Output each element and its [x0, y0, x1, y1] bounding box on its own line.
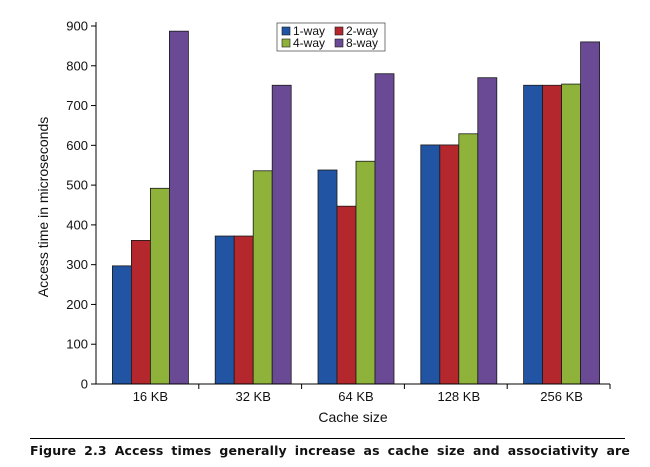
y-tick-label: 400 [66, 217, 88, 232]
legend-swatch [334, 38, 344, 48]
bar-2-way-16KB [130, 239, 151, 385]
legend-label: 4-way [293, 36, 325, 50]
bar-4-way-64KB [355, 160, 376, 385]
y-tick-label: 700 [66, 98, 88, 113]
y-tick-label: 500 [66, 178, 88, 193]
legend-swatch [281, 26, 291, 36]
y-tick-label: 0 [81, 377, 88, 392]
y-axis-title: Access time in microseconds [35, 117, 51, 298]
legend: 1-way 2-way 4-way 8-way [276, 22, 386, 52]
bar-1-way-256KB [523, 84, 543, 385]
bar-1-way-16KB [112, 265, 132, 385]
y-tick-label: 900 [66, 19, 88, 34]
bar-2-way-128KB [439, 144, 460, 385]
bar-1-way-128KB [420, 144, 441, 385]
ticks-layer: 16 KB 32 KB 64 KB 128 KB 256 KB 0 100 200 300 400… [66, 19, 583, 405]
x-tick-label: 16 KB [133, 389, 168, 404]
legend-box [276, 22, 386, 52]
bar-1-way-32KB [214, 235, 235, 385]
y-tick-label: 100 [66, 337, 88, 352]
x-tick-label: 64 KB [338, 389, 373, 404]
bar-1-way-64KB [317, 169, 338, 385]
legend-label: 1-way [293, 24, 325, 38]
bar-8-way-32KB [271, 84, 292, 385]
y-tick-label: 600 [66, 138, 88, 153]
legend-label: 2-way [346, 24, 378, 38]
x-tick-label: 32 KB [235, 389, 270, 404]
bar-2-way-32KB [233, 235, 254, 385]
bar-8-way-128KB [477, 77, 498, 385]
y-tick-label: 300 [66, 257, 88, 272]
bar-2-way-256KB [542, 84, 562, 385]
y-tick-label: 200 [66, 297, 88, 312]
bar-8-way-256KB [580, 41, 600, 385]
axes-layer [91, 22, 611, 389]
x-tick-label: 128 KB [437, 389, 480, 404]
legend-label: 8-way [346, 36, 378, 50]
x-tick-label: 256 KB [540, 389, 583, 404]
caption-divider [30, 438, 625, 439]
bar-4-way-16KB [149, 187, 170, 385]
bar-8-way-64KB [374, 73, 395, 385]
bar-2-way-64KB [336, 205, 357, 385]
legend-swatch [281, 38, 291, 48]
figure-caption: Figure 2.3 Access times generally increa… [30, 443, 630, 458]
bar-4-way-256KB [561, 83, 581, 385]
bars-layer [112, 30, 600, 385]
legend-swatch [334, 26, 344, 36]
y-tick-label: 800 [66, 58, 88, 73]
bar-4-way-32KB [252, 170, 273, 385]
bar-8-way-16KB [168, 30, 189, 385]
bar-4-way-128KB [458, 133, 479, 385]
x-axis-title: Cache size [318, 409, 387, 425]
